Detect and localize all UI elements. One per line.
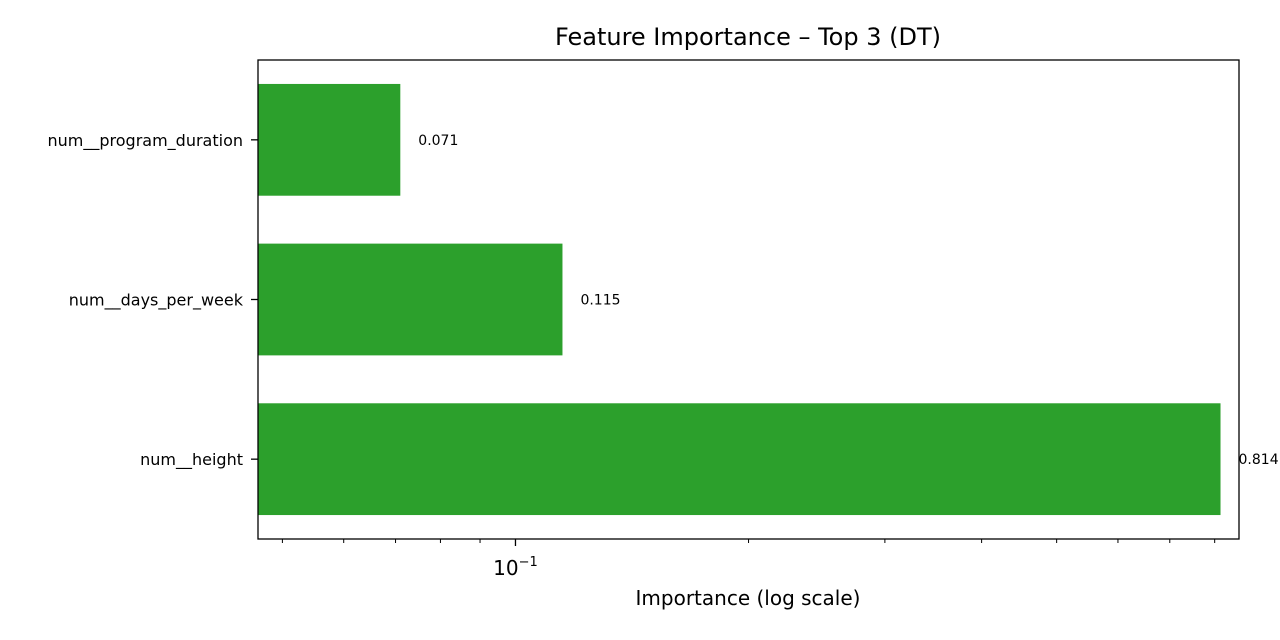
- data-labels-layer: 0.071 0.115 0.814: [418, 133, 1278, 468]
- data-label: 0.115: [580, 293, 620, 309]
- y-tick-label: num__days_per_week: [69, 291, 244, 311]
- data-label: 0.814: [1239, 452, 1279, 468]
- plot-frame: [257, 59, 1240, 540]
- x-axis-label: Importance (log scale): [636, 586, 861, 610]
- data-label: 0.071: [418, 133, 458, 149]
- bar-num__height: [258, 403, 1221, 516]
- chart-title: Feature Importance – Top 3 (DT): [555, 23, 941, 51]
- x-tick-label: 10−1: [493, 555, 538, 580]
- y-tick-label: num__program_duration: [48, 131, 244, 151]
- y-tick-label: num__height: [140, 450, 243, 470]
- bar-num__days_per_week: [258, 243, 563, 356]
- bars-layer: [258, 83, 1221, 516]
- y-axis: num__program_duration num__days_per_weekn…: [48, 131, 258, 470]
- bar-num__program_duration: [258, 83, 401, 196]
- x-axis: 10−1: [281, 539, 1216, 580]
